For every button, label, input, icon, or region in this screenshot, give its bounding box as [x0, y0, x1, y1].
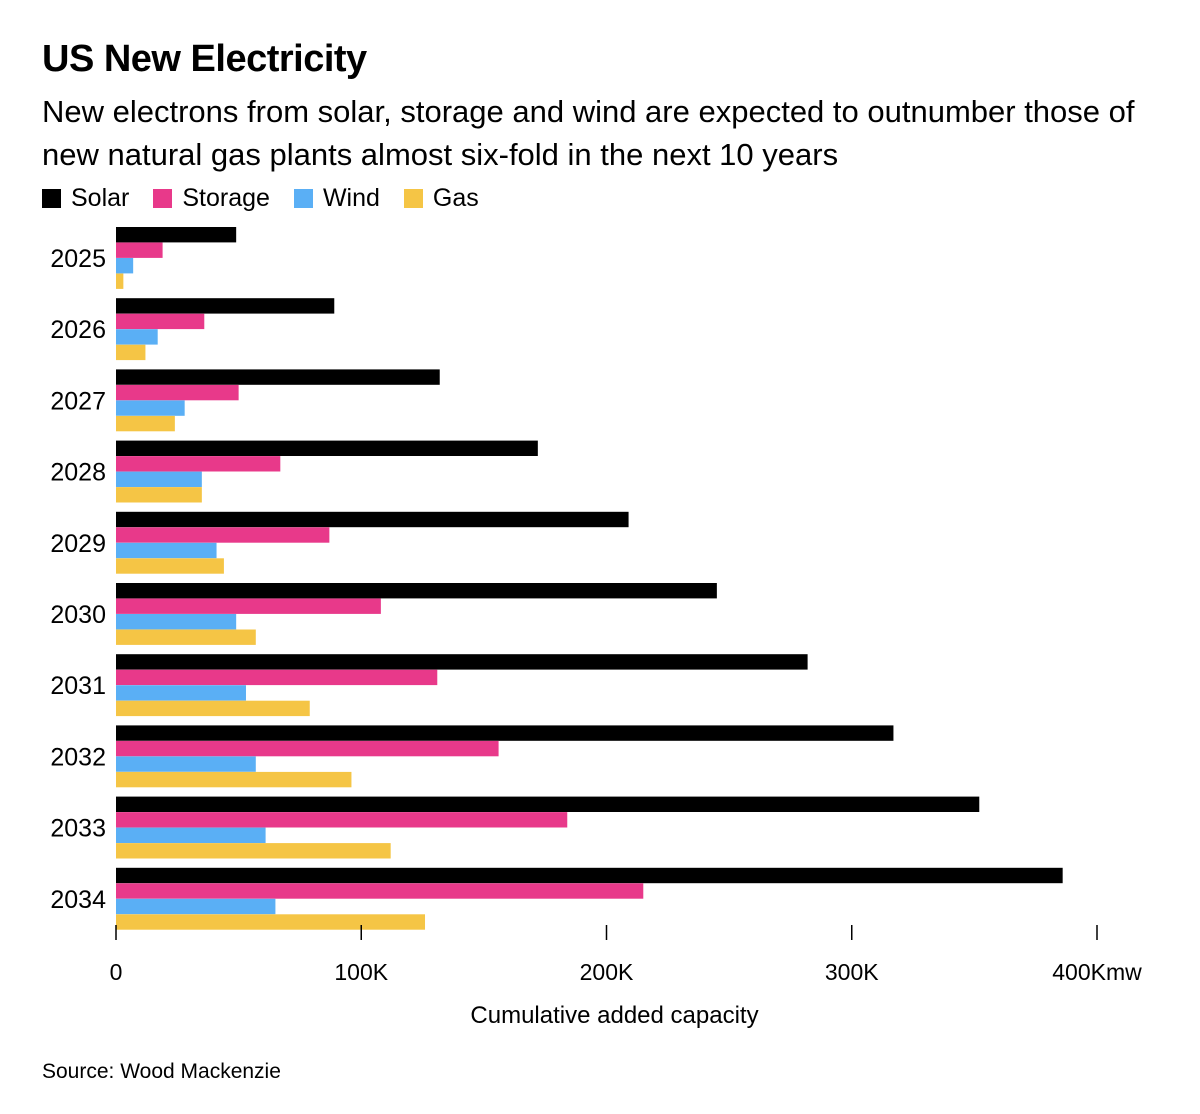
category-label-2033: 2033: [50, 815, 106, 843]
bar-wind-2031: [116, 685, 246, 701]
bar-solar-2027: [116, 369, 440, 385]
bar-gas-2028: [116, 487, 202, 503]
bar-storage-2027: [116, 384, 239, 401]
bar-chart: 2025 2026 2027 2028 2029 2030 2031 2032 2033 2034…: [50, 227, 1142, 1029]
chart-title: US New Electricity: [42, 38, 367, 80]
bar-wind-2026: [116, 329, 158, 345]
bar-solar-2032: [116, 725, 894, 741]
bar-solar-2028: [116, 440, 538, 456]
bar-wind-2027: [116, 400, 185, 416]
bar-storage-2033: [116, 812, 568, 828]
x-tick-label-4: 400Kmw: [1052, 959, 1142, 985]
category-label-2034: 2034: [50, 886, 106, 914]
bar-gas-2033: [116, 843, 391, 859]
legend-label-solar: Solar: [71, 184, 130, 212]
legend-label-gas: Gas: [432, 184, 479, 212]
category-label-2031: 2031: [50, 672, 106, 700]
legend: Solar Storage Wind Gas: [42, 184, 503, 213]
legend-label-storage: Storage: [182, 184, 270, 212]
category-label-2029: 2029: [50, 530, 106, 558]
category-label-2025: 2025: [50, 245, 106, 273]
bar-wind-2028: [116, 471, 202, 487]
x-tick-label-0: 0: [110, 959, 123, 985]
x-tick-label-1: 100K: [334, 959, 388, 985]
legend-item-wind: Wind: [293, 184, 380, 213]
legend-swatch-gas: [403, 189, 423, 208]
bar-solar-2026: [116, 298, 335, 314]
bar-solar-2034: [116, 867, 1063, 884]
bar-gas-2032: [116, 771, 352, 788]
bar-gas-2031: [116, 700, 310, 717]
bar-wind-2032: [116, 756, 256, 772]
bar-wind-2033: [116, 827, 266, 843]
bar-gas-2026: [116, 344, 146, 361]
bar-storage-2028: [116, 456, 281, 472]
bar-gas-2029: [116, 558, 224, 574]
bar-storage-2032: [116, 740, 499, 757]
category-label-2027: 2027: [50, 387, 106, 415]
category-label-2030: 2030: [50, 601, 106, 629]
category-label-2032: 2032: [50, 743, 106, 771]
bar-gas-2027: [116, 415, 175, 432]
x-axis-label: Cumulative added capacity: [470, 1002, 758, 1029]
x-tick-label-3: 300K: [825, 959, 879, 985]
category-label-2026: 2026: [50, 316, 106, 344]
bar-gas-2025: [116, 273, 124, 289]
bar-solar-2025: [116, 227, 237, 243]
legend-item-solar: Solar: [42, 184, 129, 213]
legend-swatch-solar: [42, 189, 61, 208]
legend-item-gas: Gas: [403, 184, 479, 213]
bar-storage-2029: [116, 527, 330, 543]
bar-solar-2029: [116, 511, 629, 528]
bar-wind-2030: [116, 614, 237, 630]
bar-storage-2025: [116, 242, 163, 258]
legend-item-storage: Storage: [153, 184, 270, 213]
category-label-2028: 2028: [50, 459, 106, 487]
legend-swatch-storage: [153, 189, 173, 208]
bar-storage-2030: [116, 598, 381, 614]
bar-gas-2034: [116, 914, 426, 930]
legend-label-wind: Wind: [322, 184, 380, 212]
bar-solar-2031: [116, 654, 808, 670]
chart-subtitle: New electrons from solar, storage and wi…: [42, 94, 1135, 172]
bar-wind-2034: [116, 898, 276, 915]
bar-storage-2026: [116, 313, 205, 330]
bar-storage-2031: [116, 669, 438, 686]
bar-storage-2034: [116, 883, 644, 899]
bar-solar-2033: [116, 796, 980, 812]
source-note: Source: Wood Mackenzie: [42, 1060, 281, 1083]
bar-solar-2030: [116, 583, 717, 599]
bar-wind-2025: [116, 258, 134, 274]
x-tick-label-2: 200K: [580, 959, 634, 985]
bar-gas-2030: [116, 629, 256, 645]
bar-wind-2029: [116, 542, 217, 559]
legend-swatch-wind: [293, 189, 313, 208]
